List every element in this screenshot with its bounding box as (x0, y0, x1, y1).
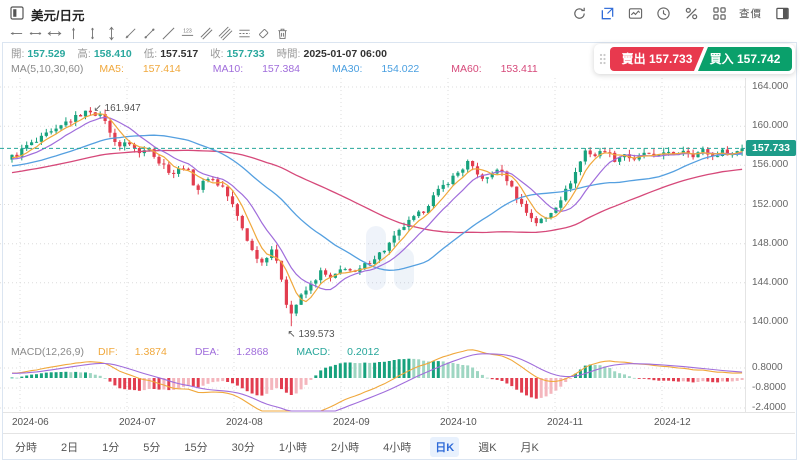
timeframe-item-1[interactable]: 2日 (61, 442, 79, 454)
watermark-logo (366, 226, 414, 290)
clock-icon[interactable] (655, 5, 671, 21)
timeframe-item-7[interactable]: 2小時 (331, 442, 360, 454)
drag-handle-icon[interactable] (599, 51, 606, 67)
eraser-icon[interactable] (255, 25, 272, 42)
macd-tick-2: -2.4000 (752, 402, 786, 413)
price-tick-4: 148.000 (752, 237, 789, 249)
time-label: 時間: (276, 48, 301, 60)
month-label-2024-12: 2024-12 (654, 417, 691, 428)
trend-line-icon[interactable] (160, 25, 177, 42)
symbol-title: 美元/日元 (31, 9, 85, 23)
check-price-button[interactable]: 查價 (739, 7, 762, 20)
price-tick-2: 156.000 (752, 159, 789, 171)
multi-line-channel-icon[interactable] (217, 25, 234, 42)
parallel-channel-icon[interactable] (198, 25, 215, 42)
draw-mode-icon[interactable] (599, 5, 615, 21)
last-price-tag: 157.733 (746, 140, 796, 157)
horizontal-segment-icon[interactable] (27, 25, 44, 42)
drawing-toolbar: 123 (8, 25, 291, 42)
vertical-segment-icon[interactable] (84, 25, 101, 42)
trend-ray-icon[interactable] (122, 25, 139, 42)
dif-value: DIF: 1.3874 (97, 346, 167, 358)
macd-info-bar: MACD(12,26,9) DIF: 1.3874 DEA: 1.2868 MA… (11, 346, 407, 358)
macd-group-label: MACD(12,26,9) (11, 346, 84, 358)
xaxis-divider-top (3, 412, 795, 413)
price-tick-6: 140.000 (752, 316, 789, 327)
vertical-ray-icon[interactable] (65, 25, 82, 42)
month-label-2024-09: 2024-09 (333, 417, 370, 428)
ma60-value: MA60: 153.411 (451, 63, 538, 75)
ohlc-info-bar: 開: 157.529 高: 158.410 低: 157.517 收: 157.… (11, 46, 399, 61)
refresh-icon[interactable] (571, 5, 587, 21)
macd-value: MACD: 0.2012 (296, 346, 380, 358)
timeframe-item-9[interactable]: 日K (430, 437, 460, 457)
timeframe-bar: 分時 2日 1分 5分 15分 30分 1小時 2小時 4小時 日K 週K 月K (10, 437, 544, 457)
xaxis-divider-bottom (3, 433, 795, 434)
low-label: 低: (143, 48, 158, 60)
vertical-line-icon[interactable] (103, 25, 120, 42)
month-label-2024-11: 2024-11 (547, 417, 583, 428)
open-label: 開: (11, 48, 25, 60)
dea-value: DEA: 1.2868 (194, 346, 269, 358)
horizontal-ray-icon[interactable] (8, 25, 25, 42)
panel-toggle-icon[interactable] (774, 5, 790, 21)
close-value: 157.733 (226, 47, 265, 60)
percent-icon[interactable] (683, 5, 699, 21)
timeframe-item-4[interactable]: 15分 (184, 442, 208, 454)
price-tick-3: 152.000 (752, 198, 789, 210)
high-label: 高: (77, 48, 91, 60)
month-label-2024-10: 2024-10 (440, 417, 477, 428)
price-label-line-icon[interactable]: 123 (179, 25, 196, 42)
buy-button[interactable]: 買入 157.742 (698, 47, 792, 71)
macd-tick-1: -0.8000 (752, 382, 786, 393)
high-annotation: ↙ 161.947 (93, 103, 141, 114)
macd-tick-0: 0.8000 (752, 362, 783, 373)
time-value: 2025-01-07 06:00 (303, 47, 387, 60)
price-tick-0: 164.000 (752, 81, 789, 92)
ma5-value: MA5: 157.414 (99, 63, 181, 75)
horizontal-levels-icon[interactable] (236, 25, 253, 42)
timeframe-item-5[interactable]: 30分 (231, 442, 255, 454)
main-chart[interactable]: ↙ 161.947 ↖ 139.573 (0, 78, 800, 412)
price-tick-5: 144.000 (752, 276, 789, 288)
timeframe-item-6[interactable]: 1小時 (278, 442, 307, 454)
timeframe-item-2[interactable]: 1分 (102, 442, 120, 454)
kline-window-icon[interactable] (10, 6, 24, 20)
horizontal-line-icon[interactable] (46, 25, 63, 42)
header-actions: 查價 (571, 4, 790, 22)
timeframe-item-0[interactable]: 分時 (15, 442, 37, 454)
sell-button[interactable]: 賣出 157.733 (610, 47, 704, 71)
snapshot-icon[interactable] (627, 5, 643, 21)
price-tick-1: 160.000 (752, 120, 789, 132)
open-value: 157.529 (27, 47, 66, 60)
month-label-2024-08: 2024-08 (226, 417, 263, 428)
svg-text:123: 123 (183, 29, 192, 35)
ma30-value: MA30: 154.022 (332, 63, 420, 75)
close-label: 收: (210, 48, 224, 60)
ma-group-label: MA(5,10,30,60) (11, 63, 84, 75)
timeframe-item-10[interactable]: 週K (478, 442, 497, 454)
trend-segment-icon[interactable] (141, 25, 158, 42)
indicator-grid-icon[interactable] (711, 5, 727, 21)
price-axis-divider (745, 78, 746, 412)
trash-icon[interactable] (274, 25, 291, 42)
high-value: 158.410 (93, 47, 132, 60)
timeframe-item-8[interactable]: 4小時 (383, 442, 412, 454)
low-annotation: ↖ 139.573 (287, 329, 335, 340)
month-label-2024-07: 2024-07 (119, 417, 156, 428)
ma10-value: MA10: 157.384 (212, 63, 301, 75)
timeframe-item-11[interactable]: 月K (520, 442, 539, 454)
timeframe-item-3[interactable]: 5分 (143, 442, 161, 454)
low-value: 157.517 (160, 47, 199, 60)
ma-info-bar: MA(5,10,30,60) MA5: 157.414 MA10: 157.38… (11, 63, 570, 75)
month-label-2024-06: 2024-06 (12, 417, 49, 428)
trade-widget: 賣出 157.733 買入 157.742 (594, 44, 795, 74)
